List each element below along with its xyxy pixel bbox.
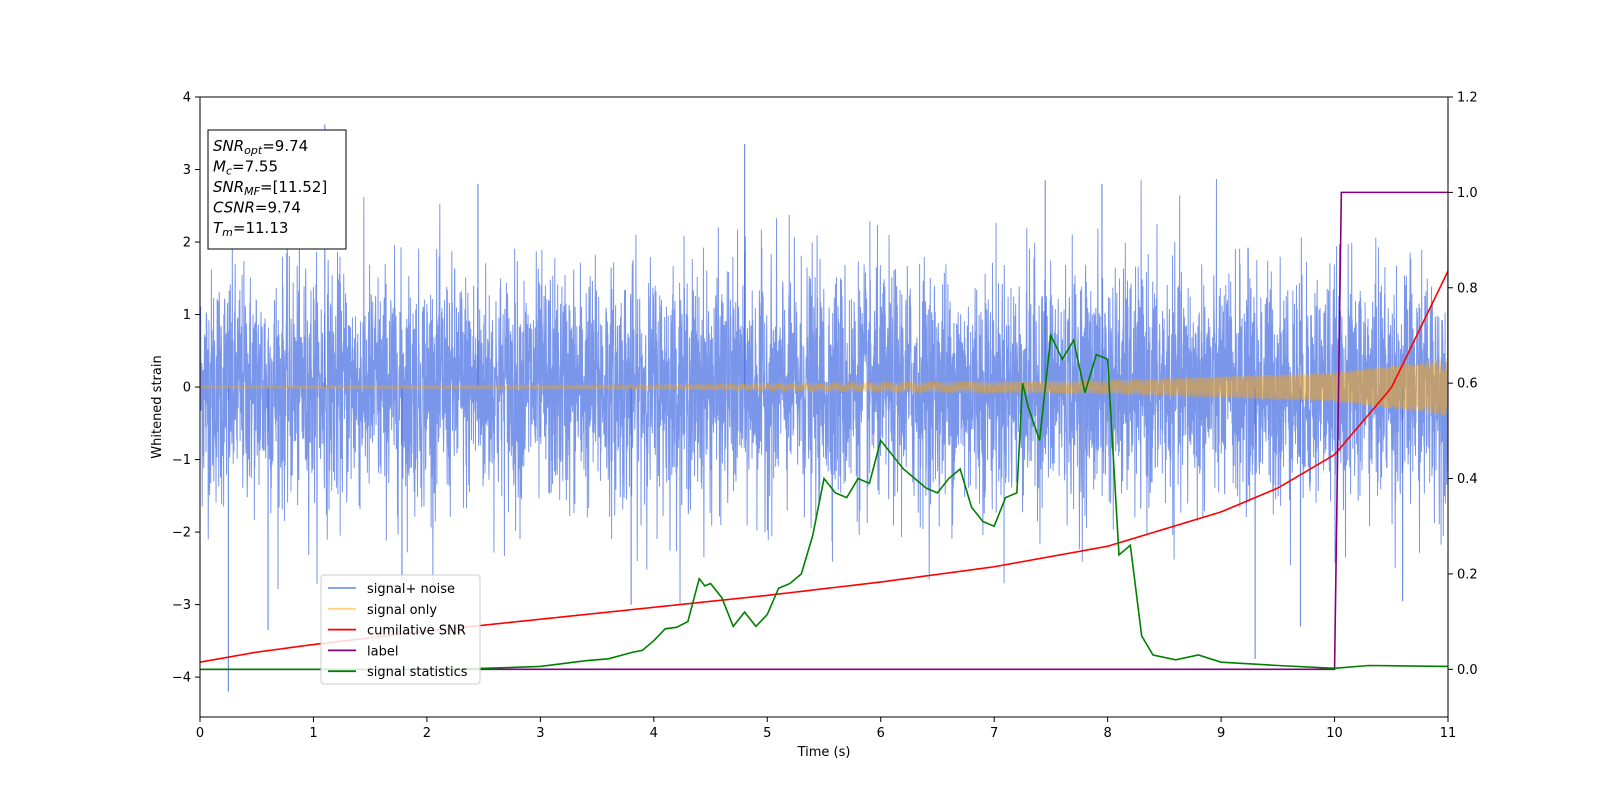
y2-tick-label: 0.2 <box>1457 567 1478 582</box>
info-box-line: SNRMF=[11.52] <box>213 178 327 198</box>
x-tick-label: 6 <box>877 726 885 741</box>
legend-label: label <box>367 644 398 659</box>
x-tick-label: 2 <box>423 726 431 741</box>
y-tick-label: 4 <box>183 91 191 106</box>
y-tick-label: −4 <box>172 671 191 686</box>
x-tick-label: 3 <box>536 726 544 741</box>
y-tick-label: 2 <box>183 236 191 251</box>
x-tick-label: 9 <box>1217 726 1225 741</box>
info-box-line: SNRopt=9.74 <box>213 137 308 157</box>
y-tick-label: 3 <box>183 163 191 178</box>
legend-label: cumilative SNR <box>367 624 466 639</box>
y2-tick-label: 1.0 <box>1457 186 1478 201</box>
info-box-line: Tm=11.13 <box>213 219 288 239</box>
x-tick-label: 5 <box>763 726 771 741</box>
x-tick-label: 0 <box>196 726 204 741</box>
series-signal-only <box>200 358 1448 416</box>
y-axis-title: Whitened strain <box>150 355 165 458</box>
series-label <box>200 191 1448 671</box>
plot-area <box>200 124 1448 692</box>
info-box: SNRopt=9.74Mc=7.55SNRMF=[11.52]CSNR=9.74… <box>207 129 347 250</box>
legend: signal+ noise signal only cumilative SNR la… <box>320 574 481 685</box>
y-axis-left: −4 −3 −2 −1 0 1 2 3 4 <box>172 91 200 686</box>
x-tick-label: 7 <box>990 726 998 741</box>
x-tick-label: 11 <box>1440 726 1457 741</box>
y2-tick-label: 1.2 <box>1457 91 1478 106</box>
x-tick-label: 4 <box>650 726 658 741</box>
y-tick-label: 1 <box>183 308 191 323</box>
series-signal-noise <box>200 179 1448 605</box>
axes-frame <box>199 96 1449 718</box>
legend-label: signal statistics <box>367 665 468 680</box>
y2-tick-label: 0.6 <box>1457 377 1478 392</box>
x-tick-label: 10 <box>1326 726 1343 741</box>
series-signal-statistics <box>200 332 1448 671</box>
legend-label: signal+ noise <box>367 582 455 597</box>
y2-tick-label: 0.0 <box>1457 663 1478 678</box>
y-tick-label: −1 <box>172 453 191 468</box>
x-tick-label: 8 <box>1103 726 1111 741</box>
info-box-line: Mc=7.55 <box>213 158 278 178</box>
x-axis: 0 1 2 3 4 5 6 7 8 9 10 11 <box>196 717 1456 741</box>
y-tick-label: 0 <box>183 381 191 396</box>
info-box-line: CSNR=9.74 <box>213 199 301 217</box>
y2-tick-label: 0.4 <box>1457 472 1478 487</box>
y-tick-label: −3 <box>172 598 191 613</box>
legend-label: signal only <box>367 603 437 618</box>
y-tick-label: −2 <box>172 526 191 541</box>
x-axis-title: Time (s) <box>797 745 851 760</box>
y-axis-right: 0.0 0.2 0.4 0.6 0.8 1.0 1.2 <box>1448 91 1478 678</box>
y2-tick-label: 0.8 <box>1457 281 1478 296</box>
x-tick-label: 1 <box>309 726 317 741</box>
